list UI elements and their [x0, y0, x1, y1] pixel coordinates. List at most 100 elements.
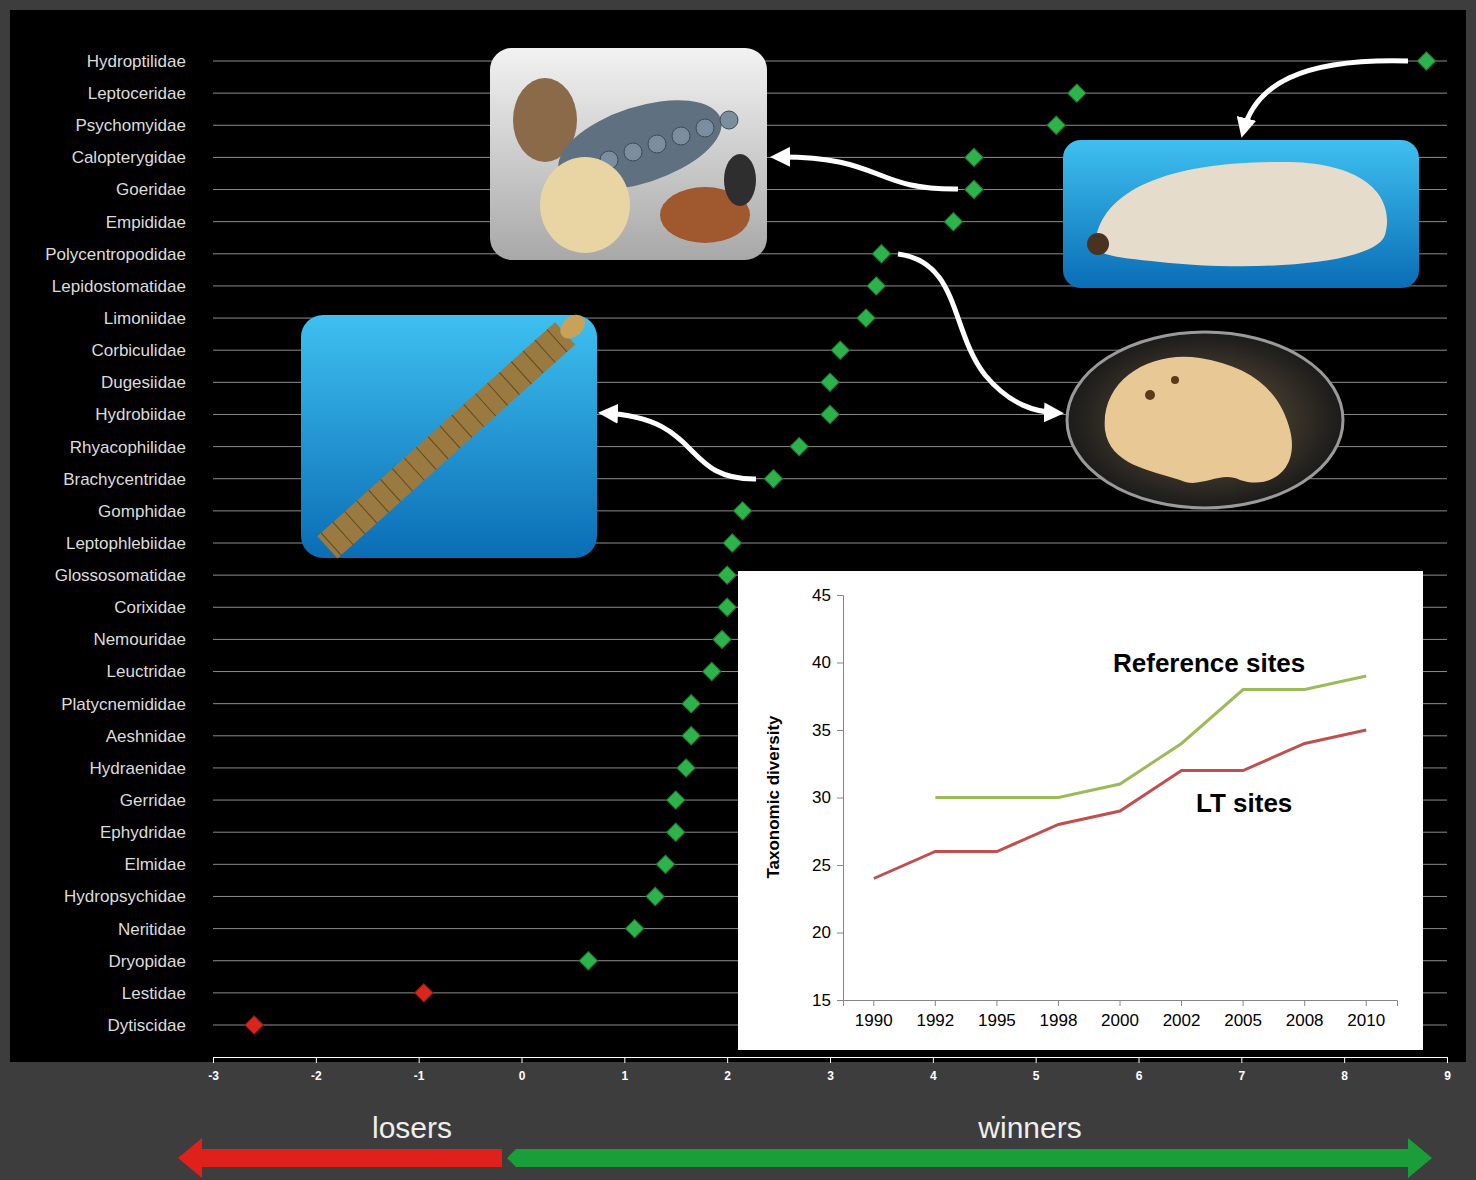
tick: Hydroptilidae: [87, 52, 213, 71]
tick-label: Elmidae: [125, 855, 186, 874]
photo-shape: [624, 143, 642, 161]
tick-label: Psychomyidae: [75, 116, 186, 135]
tick-label: 2: [724, 1069, 731, 1083]
series-label: LT sites: [1196, 788, 1292, 818]
tick: 1995: [978, 1000, 1016, 1030]
dot: [682, 727, 700, 745]
tick-label: 1: [621, 1069, 628, 1083]
tick-mark: [837, 663, 843, 664]
tick: 1998: [1040, 1000, 1078, 1030]
photo-shape: [464, 404, 484, 426]
tick-label: 2005: [1224, 1011, 1262, 1030]
tick: 2005: [1224, 1000, 1262, 1030]
tick-label: Aeshnidae: [106, 727, 186, 746]
dot: [718, 566, 736, 584]
series-label: Reference sites: [1113, 648, 1305, 678]
tick-mark: [1243, 1000, 1244, 1006]
photo-shape: [317, 322, 575, 558]
tick-label: 2008: [1286, 1011, 1324, 1030]
tick-label: Hydraenidae: [90, 759, 186, 778]
line: [935, 676, 1366, 798]
tick: 1: [621, 1057, 628, 1083]
tick: 15: [812, 991, 843, 1010]
photo-shape: [648, 135, 666, 153]
tick: -2: [311, 1057, 322, 1083]
tick-label: 3: [827, 1069, 834, 1083]
annotation: losers: [372, 1111, 452, 1144]
dot: [667, 823, 685, 841]
tick-mark: [727, 1057, 728, 1063]
tick-mark: [837, 865, 843, 866]
tick-mark: [1304, 1000, 1305, 1006]
dot: [703, 662, 721, 680]
tick-label: 20: [812, 923, 831, 942]
dot: [733, 502, 751, 520]
tick-label: Gomphidae: [98, 502, 186, 521]
tick-label: Corixidae: [114, 598, 186, 617]
tick-mark: [624, 1057, 625, 1063]
tick-label: Calopterygidae: [72, 148, 186, 167]
arrow-band: [178, 1138, 502, 1178]
dot: [667, 791, 685, 809]
tick-mark: [1058, 1000, 1059, 1006]
photos: [301, 48, 1419, 559]
tick-label: Neritidae: [118, 920, 186, 939]
axis-title: Taxonomic diversity: [764, 715, 783, 879]
tick-mark: [1181, 1000, 1182, 1006]
arrow: [604, 413, 756, 479]
photo-shape: [1105, 357, 1292, 483]
tick-mark: [996, 1000, 997, 1006]
tick-mark: [837, 1000, 843, 1001]
tick: Lestidae: [122, 984, 213, 1003]
tick-label: 7: [1238, 1069, 1245, 1083]
tick: Dugesiidae: [101, 373, 213, 392]
annotation: winners: [977, 1111, 1081, 1144]
photo-frame: [490, 48, 767, 260]
dot: [1068, 84, 1086, 102]
photo-shape: [392, 469, 412, 491]
tick-label: -2: [311, 1069, 322, 1083]
tick-label: 15: [812, 991, 831, 1010]
tick-label: Dryopidae: [109, 952, 187, 971]
tick-label: 1990: [855, 1011, 893, 1030]
tick-label: 2002: [1163, 1011, 1201, 1030]
tick-label: -1: [414, 1069, 425, 1083]
photo-frame: [1063, 140, 1419, 288]
tick: Aeshnidae: [106, 727, 213, 746]
tick: 2002: [1163, 1000, 1201, 1030]
photo-frame: [1067, 332, 1343, 508]
tick: 9: [1444, 1057, 1451, 1083]
tick-label: Rhyacophilidae: [70, 438, 186, 457]
photo-shape: [381, 479, 401, 501]
tick-mark: [1139, 1057, 1140, 1063]
tick-label: 2010: [1347, 1011, 1385, 1030]
tick-label: 1995: [978, 1011, 1016, 1030]
tick-label: Limoniidae: [104, 309, 186, 328]
tick-mark: [419, 1057, 420, 1063]
tick-mark: [837, 730, 843, 731]
tick: 25: [812, 856, 843, 875]
photo-shape: [535, 340, 555, 362]
grid-line: [213, 125, 1447, 126]
tick-mark: [1120, 1000, 1121, 1006]
tick: Leuctridae: [107, 662, 213, 681]
dot: [831, 341, 849, 359]
tick: -1: [414, 1057, 425, 1083]
dot: [625, 919, 643, 937]
tick-mark: [1447, 1057, 1448, 1063]
photo-shape: [333, 522, 353, 544]
tick-label: 1992: [916, 1011, 954, 1030]
tick-label: Platycnemididae: [61, 695, 186, 714]
inset-background: [738, 571, 1423, 1050]
arrow: [1243, 61, 1408, 132]
photo: [1063, 140, 1419, 288]
tick-mark: [873, 1000, 874, 1006]
dot: [872, 245, 890, 263]
tick: 35: [812, 721, 843, 740]
tick: Lepidostomatidae: [52, 277, 213, 296]
tick-label: 40: [812, 653, 831, 672]
tick-label: Gerridae: [120, 791, 186, 810]
tick-label: Hydrobiidae: [95, 405, 186, 424]
photo-shape: [321, 533, 341, 555]
y-axis: HydroptilidaeLeptoceridaePsychomyidaeCal…: [45, 52, 213, 1035]
